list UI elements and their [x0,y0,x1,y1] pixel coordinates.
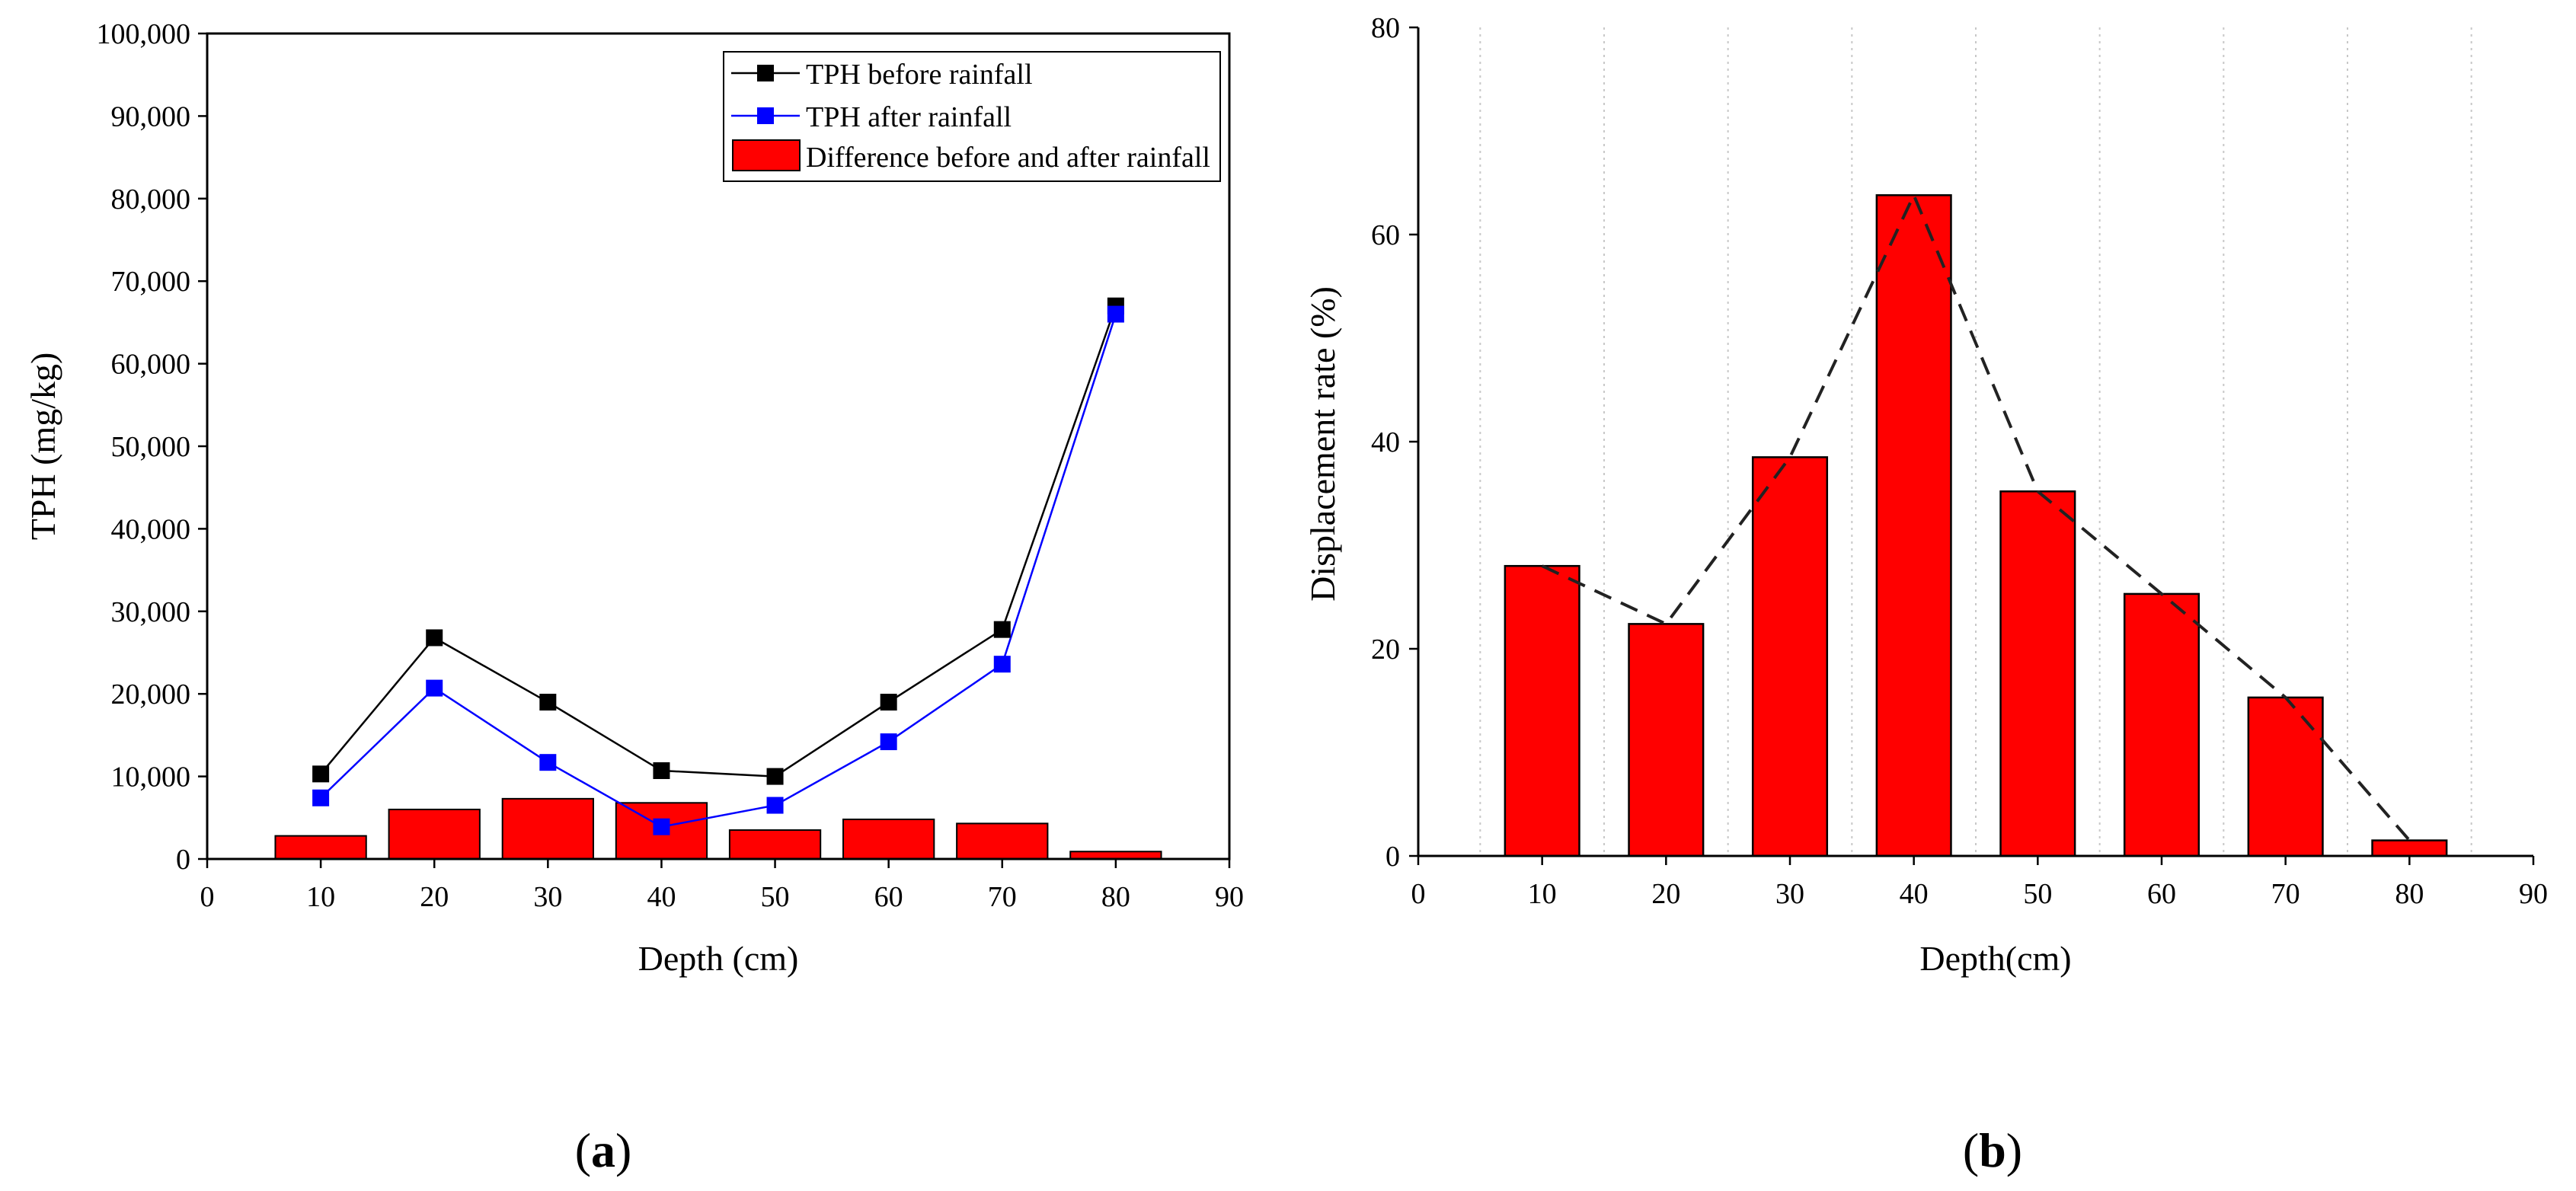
tph-after-point [653,818,670,835]
x-tick-label: 60 [2147,878,2176,910]
panel-b-bars [1504,194,2448,857]
x-tick-label: 50 [761,881,790,913]
displacement-bar [2371,839,2448,857]
panel-a-y-axis-title: TPH (mg/kg) [24,353,62,541]
x-tick-label: 50 [2023,878,2052,910]
y-tick-label: 60,000 [111,349,191,381]
displacement-bar [2247,696,2324,857]
tph-after-point [426,679,443,697]
x-tick-label: 20 [420,881,449,913]
difference-bar [388,808,481,860]
y-tick-label: 10,000 [111,762,191,793]
displacement-bar [1999,490,2076,857]
tph-before-point [426,629,443,647]
difference-bar [956,822,1049,860]
tph-before-point [312,765,330,783]
panel-a-bars [274,797,1162,861]
x-tick-label: 30 [533,881,562,913]
y-tick-label: 30,000 [111,596,191,628]
x-tick-label: 10 [306,881,335,913]
panel-a-lines [320,305,1117,829]
difference-bar [728,829,822,861]
difference-bar [274,835,367,860]
x-tick-label: 60 [874,881,903,913]
tph-after-point [539,754,557,771]
panel-b-caption: (b) [1963,1123,2022,1177]
x-tick-label: 40 [1900,878,1929,910]
y-tick-label: 20,000 [111,679,191,710]
y-tick-label: 80 [1371,12,1400,44]
x-tick-label: 0 [1411,878,1426,910]
panel-a-markers [312,297,1124,835]
tph-before-point [766,768,784,785]
x-tick-label: 70 [2271,878,2300,910]
tph-after-point [880,733,897,751]
legend-marker-after [757,107,774,124]
legend-label-before: TPH before rainfall [806,59,1033,91]
legend-label-difference: Difference before and after rainfall [806,142,1210,174]
displacement-bar [1751,456,1829,857]
y-tick-label: 100,000 [97,18,191,50]
legend-box [723,51,1221,182]
panel-a-legend: TPH before rainfall TPH after rainfall D… [723,51,1221,182]
displacement-bar [1875,194,1952,857]
panel-b-grid [1479,27,2472,856]
tph-before-point [653,762,670,780]
y-tick-label: 70,000 [111,266,191,298]
y-tick-label: 50,000 [111,431,191,463]
tph-after-point [1107,305,1124,323]
legend-swatch-difference [732,139,801,171]
trend-line [1541,191,2411,841]
panel-a-axes: 0 10 20 30 40 50 60 70 80 90 0 10,000 20,000 30,000 40… [97,18,1245,913]
panel-b-trend [1541,191,2411,841]
x-tick-label: 70 [988,881,1017,913]
displacement-bar [2123,592,2200,857]
panel-a-x-axis-title: Depth (cm) [638,939,799,978]
tph-after-line [320,314,1117,829]
tph-before-point [539,694,557,711]
panel-b: 0 10 20 30 40 50 60 70 80 90 0 20 40 60 80 Depth(cm) D… [1303,12,2548,1177]
x-tick-label: 30 [1775,878,1804,910]
y-tick-label: 40,000 [111,513,191,545]
panel-b-x-axis-title: Depth(cm) [1919,939,2071,978]
x-tick-label: 90 [2519,878,2548,910]
y-tick-label: 40 [1371,426,1400,458]
panel-a-caption: (a) [575,1123,632,1177]
tph-after-point [766,797,784,814]
legend-marker-before [757,65,774,81]
tph-after-point [312,789,330,806]
x-tick-label: 90 [1215,881,1244,913]
tph-after-point [993,656,1011,673]
difference-bar [842,818,935,861]
x-tick-label: 0 [200,881,215,913]
displacement-bar [1628,623,1705,857]
tph-before-point [993,621,1011,638]
x-tick-label: 80 [2395,878,2424,910]
x-tick-label: 10 [1528,878,1557,910]
tph-before-point [880,694,897,711]
y-tick-label: 80,000 [111,184,191,216]
tph-before-line [320,305,1117,778]
x-tick-label: 40 [647,881,676,913]
x-tick-label: 80 [1101,881,1130,913]
displacement-bar [1504,564,1580,857]
panel-b-y-axis-title: Displacement rate (%) [1303,286,1342,602]
y-tick-label: 90,000 [111,101,191,133]
difference-bar [501,797,594,861]
panel-b-axes: 0 10 20 30 40 50 60 70 80 90 0 20 40 60 80 [1371,12,2548,910]
y-tick-label: 0 [176,844,190,876]
legend-label-after: TPH after rainfall [806,101,1012,133]
x-tick-label: 20 [1651,878,1680,910]
y-tick-label: 60 [1371,219,1400,251]
panel-a: 0 10 20 30 40 50 60 70 80 90 0 10,000 20,000 30,000 40… [24,18,1244,1177]
y-tick-label: 20 [1371,634,1400,666]
y-tick-label: 0 [1385,841,1400,873]
